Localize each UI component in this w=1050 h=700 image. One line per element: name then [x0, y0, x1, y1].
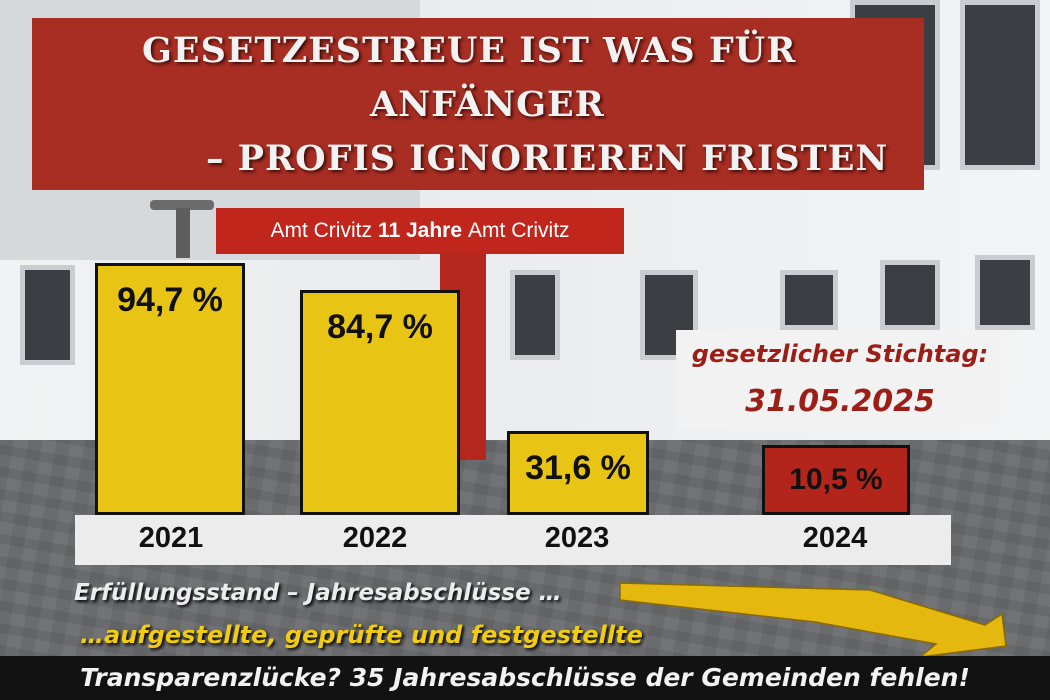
deadline-date: 31.05.2025 [745, 384, 935, 419]
building-window [960, 0, 1040, 170]
footer-line-2: …aufgestellte, geprüfte und festgestellt… [80, 621, 643, 649]
bar-value-label-2024: 10,5 % [789, 463, 883, 496]
bar-2023 [507, 431, 649, 515]
x-tick-label-2024: 2024 [802, 522, 868, 554]
street-lamp-icon [150, 200, 214, 210]
building-window [975, 255, 1035, 330]
bar-2024 [762, 445, 910, 515]
x-axis-band [75, 515, 951, 565]
deadline-label: gesetzlicher Stichtag: [691, 340, 989, 368]
headline-line-3: – PROFIS IGNORIEREN FRISTEN [206, 138, 889, 179]
x-tick-label-2023: 2023 [544, 522, 610, 554]
bar-2022 [300, 290, 460, 515]
bar-value-label-2022: 84,7 % [327, 308, 433, 346]
building-window [20, 265, 75, 365]
bar-2021 [95, 263, 245, 515]
footer-line-3: Transparenzlücke? 35 Jahresabschlüsse de… [80, 663, 970, 692]
building-window [510, 270, 560, 360]
footer-line-1: Erfüllungsstand – Jahresabschlüsse … [74, 580, 562, 606]
deadline-box: gesetzlicher Stichtag: 31.05.2025 [676, 330, 1004, 430]
building-window [880, 260, 940, 330]
footer-band [0, 656, 1050, 700]
building-sign: Amt Crivitz 11 Jahre Amt Crivitz [216, 208, 624, 254]
bar-value-label-2021: 94,7 % [117, 281, 223, 319]
x-tick-label-2022: 2022 [342, 522, 408, 554]
bar-value-label-2023: 31,6 % [525, 449, 631, 487]
sign-text-middle: 11 Jahre [377, 219, 463, 242]
arrow-shape [619, 582, 1007, 659]
headline-line-1: GESETZESTREUE IST WAS FÜR [142, 30, 797, 71]
x-tick-label-2021: 2021 [138, 522, 204, 554]
building-window [780, 270, 838, 330]
headline-box: GESETZESTREUE IST WAS FÜR ANFÄNGER – PRO… [32, 18, 924, 190]
sign-text-left: Amt Crivitz [270, 219, 372, 242]
street-lamp-post [176, 208, 190, 258]
sign-text-right: Amt Crivitz [468, 219, 570, 242]
headline-line-2: ANFÄNGER [370, 84, 605, 125]
